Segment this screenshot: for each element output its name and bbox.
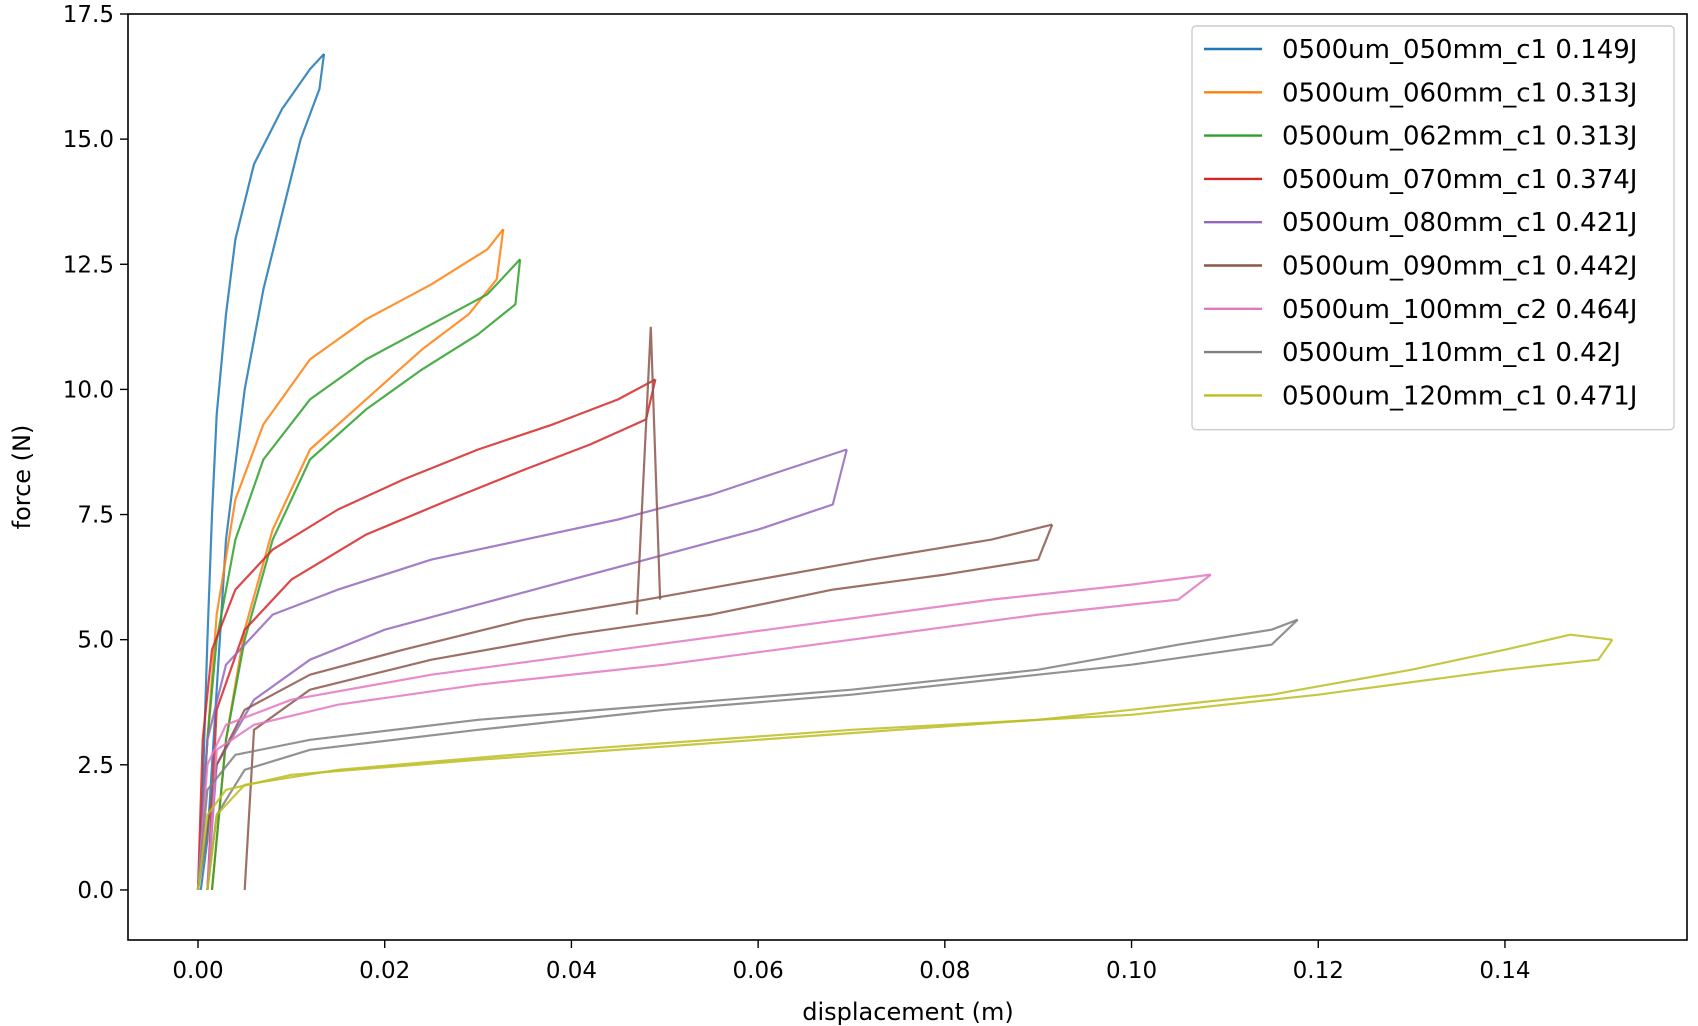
x-tick-label: 0.14 bbox=[1479, 958, 1530, 984]
legend-label: 0500um_080mm_c1 0.421J bbox=[1282, 208, 1637, 238]
series-6-loading-line bbox=[196, 523, 1053, 891]
series-4-loading-line bbox=[196, 378, 656, 890]
series-9-unloading-line bbox=[206, 639, 1614, 891]
legend-item: 0500um_100mm_c2 0.464J bbox=[1204, 295, 1637, 325]
x-tick-label: 0.08 bbox=[919, 958, 970, 984]
series-5-unloading-line bbox=[206, 449, 848, 890]
legend-item: 0500um_080mm_c1 0.421J bbox=[1204, 208, 1637, 238]
series-7 bbox=[196, 573, 1212, 890]
series-4-unloading-line bbox=[206, 379, 657, 890]
legend-label: 0500um_110mm_c1 0.42J bbox=[1282, 338, 1621, 368]
series-6 bbox=[196, 523, 1054, 891]
y-tick-label: 17.5 bbox=[63, 2, 114, 28]
series-1-unloading-line bbox=[199, 53, 326, 891]
y-tick-label: 15.0 bbox=[63, 127, 114, 153]
legend-item: 0500um_050mm_c1 0.149J bbox=[1204, 35, 1637, 65]
series-6-unloading-line bbox=[243, 524, 1054, 890]
legend: 0500um_050mm_c1 0.149J 0500um_060mm_c1 0.… bbox=[1191, 25, 1675, 431]
series-2-loading-line bbox=[196, 228, 505, 890]
legend-box bbox=[1191, 25, 1675, 431]
legend-label: 0500um_050mm_c1 0.149J bbox=[1282, 35, 1637, 65]
spike-annotation-1 bbox=[635, 326, 662, 615]
series-9-loading-line bbox=[196, 633, 1613, 891]
x-axis: 0.00 0.02 0.04 0.06 0.08 0.10 0.12 0.14 bbox=[172, 940, 1531, 984]
series-9 bbox=[196, 633, 1614, 891]
y-axis: 0.0 2.5 5.0 7.5 10.0 12.5 15.0 17.5 bbox=[63, 2, 128, 904]
legend-item: 0500um_062mm_c1 0.313J bbox=[1204, 122, 1637, 152]
series-5 bbox=[196, 448, 848, 890]
legend-item: 0500um_090mm_c1 0.442J bbox=[1204, 252, 1637, 282]
series-8-unloading-line bbox=[206, 618, 1299, 891]
series-7-loading-line bbox=[196, 573, 1212, 890]
y-tick-label: 10.0 bbox=[63, 377, 114, 403]
y-tick-label: 5.0 bbox=[77, 628, 114, 654]
y-axis-label: force (N) bbox=[8, 425, 36, 530]
legend-label: 0500um_060mm_c1 0.313J bbox=[1282, 78, 1637, 108]
x-tick-label: 0.10 bbox=[1106, 958, 1157, 984]
y-tick-label: 2.5 bbox=[77, 753, 114, 779]
legend-item: 0500um_070mm_c1 0.374J bbox=[1204, 165, 1637, 195]
legend-label: 0500um_120mm_c1 0.471J bbox=[1282, 381, 1637, 411]
series-layer bbox=[196, 53, 1614, 891]
legend-label: 0500um_062mm_c1 0.313J bbox=[1282, 122, 1637, 152]
series-4 bbox=[196, 378, 657, 890]
series-3-unloading-line bbox=[210, 259, 522, 891]
series-7-unloading-line bbox=[206, 573, 1212, 890]
y-tick-label: 0.0 bbox=[77, 878, 114, 904]
series-1 bbox=[196, 53, 326, 891]
series-3-loading-line bbox=[196, 258, 521, 890]
legend-item: 0500um_110mm_c1 0.42J bbox=[1204, 338, 1621, 368]
legend-label: 0500um_100mm_c2 0.464J bbox=[1282, 295, 1637, 325]
series-5-loading-line bbox=[196, 448, 848, 890]
series-3 bbox=[196, 258, 522, 891]
legend-item: 0500um_120mm_c1 0.471J bbox=[1204, 381, 1637, 411]
series-8-loading-line bbox=[196, 618, 1299, 891]
plot-frame bbox=[127, 13, 1688, 941]
legend-label: 0500um_090mm_c1 0.442J bbox=[1282, 252, 1637, 282]
x-axis-label: displacement (m) bbox=[802, 998, 1013, 1026]
x-tick-label: 0.12 bbox=[1293, 958, 1344, 984]
series-8 bbox=[196, 618, 1299, 891]
series-1-loading-line bbox=[196, 53, 325, 890]
x-tick-label: 0.04 bbox=[546, 958, 597, 984]
legend-label: 0500um_070mm_c1 0.374J bbox=[1282, 165, 1637, 195]
x-tick-label: 0.00 bbox=[172, 958, 223, 984]
y-tick-label: 12.5 bbox=[63, 252, 114, 278]
legend-item: 0500um_060mm_c1 0.313J bbox=[1204, 78, 1637, 108]
x-tick-label: 0.02 bbox=[359, 958, 410, 984]
y-tick-label: 7.5 bbox=[77, 503, 114, 529]
x-tick-label: 0.06 bbox=[733, 958, 784, 984]
